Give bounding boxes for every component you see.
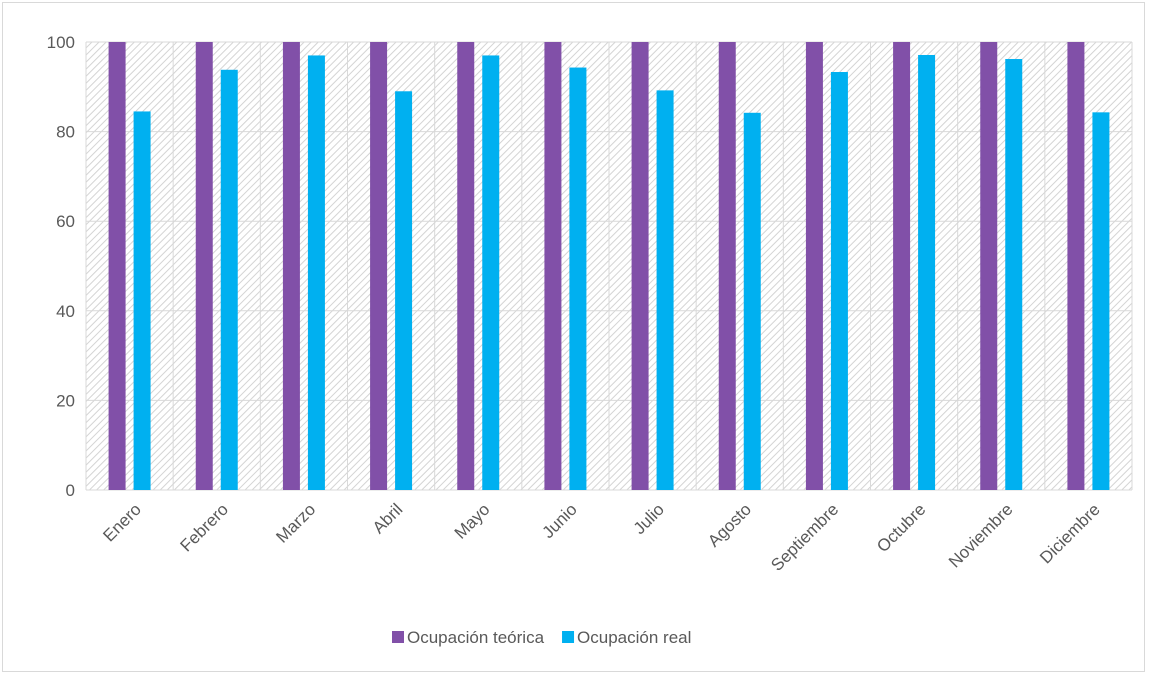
y-tick-label: 100	[47, 33, 75, 52]
bar-real-marzo	[307, 55, 325, 490]
bar-teorica-mayo	[457, 42, 475, 490]
bar-teorica-octubre	[893, 42, 911, 490]
x-tick-label: Agosto	[704, 500, 755, 551]
y-tick-label: 20	[56, 391, 75, 410]
bar-real-diciembre	[1092, 112, 1110, 490]
y-tick-label: 80	[56, 123, 75, 142]
bar-real-junio	[569, 67, 587, 490]
x-tick-label: Enero	[99, 500, 145, 546]
x-tick-label: Julio	[630, 500, 668, 538]
bar-teorica-septiembre	[805, 42, 823, 490]
bar-teorica-abril	[370, 42, 388, 490]
bar-teorica-diciembre	[1067, 42, 1085, 490]
x-tick-label: Septiembre	[767, 500, 842, 575]
x-tick-label: Octubre	[873, 500, 929, 556]
bar-teorica-enero	[108, 42, 126, 490]
bar-teorica-febrero	[195, 42, 213, 490]
x-tick-label: Marzo	[272, 500, 319, 547]
x-tick-label: Febrero	[177, 500, 233, 556]
bar-teorica-agosto	[718, 42, 736, 490]
legend-swatch	[392, 631, 404, 643]
y-tick-label: 60	[56, 212, 75, 231]
x-tick-label: Noviembre	[945, 500, 1017, 572]
bar-teorica-noviembre	[980, 42, 998, 490]
bar-real-agosto	[743, 112, 761, 490]
x-tick-label: Junio	[539, 500, 581, 542]
bar-real-octubre	[918, 54, 936, 490]
bar-real-mayo	[482, 55, 500, 490]
x-tick-label: Mayo	[451, 500, 494, 543]
bar-real-enero	[133, 111, 151, 490]
legend-swatch	[562, 631, 575, 643]
bar-real-noviembre	[1005, 59, 1023, 491]
bar-teorica-junio	[544, 42, 562, 490]
x-tick-label: Diciembre	[1036, 500, 1104, 568]
y-tick-label: 40	[56, 302, 75, 321]
y-tick-label: 0	[66, 481, 75, 500]
x-tick-label: Abril	[369, 500, 406, 537]
legend-label: Ocupación real	[577, 628, 691, 647]
bar-real-septiembre	[830, 72, 848, 491]
bar-teorica-marzo	[282, 42, 300, 490]
legend-label: Ocupación teórica	[407, 628, 545, 647]
bar-real-febrero	[220, 69, 238, 490]
bar-real-julio	[656, 90, 674, 490]
bar-teorica-julio	[631, 42, 649, 490]
bar-chart: 0 20 40 60 80 100 Enero Febrero Marzo Abril Mayo J…	[47, 33, 1133, 647]
bar-real-abril	[395, 91, 413, 490]
